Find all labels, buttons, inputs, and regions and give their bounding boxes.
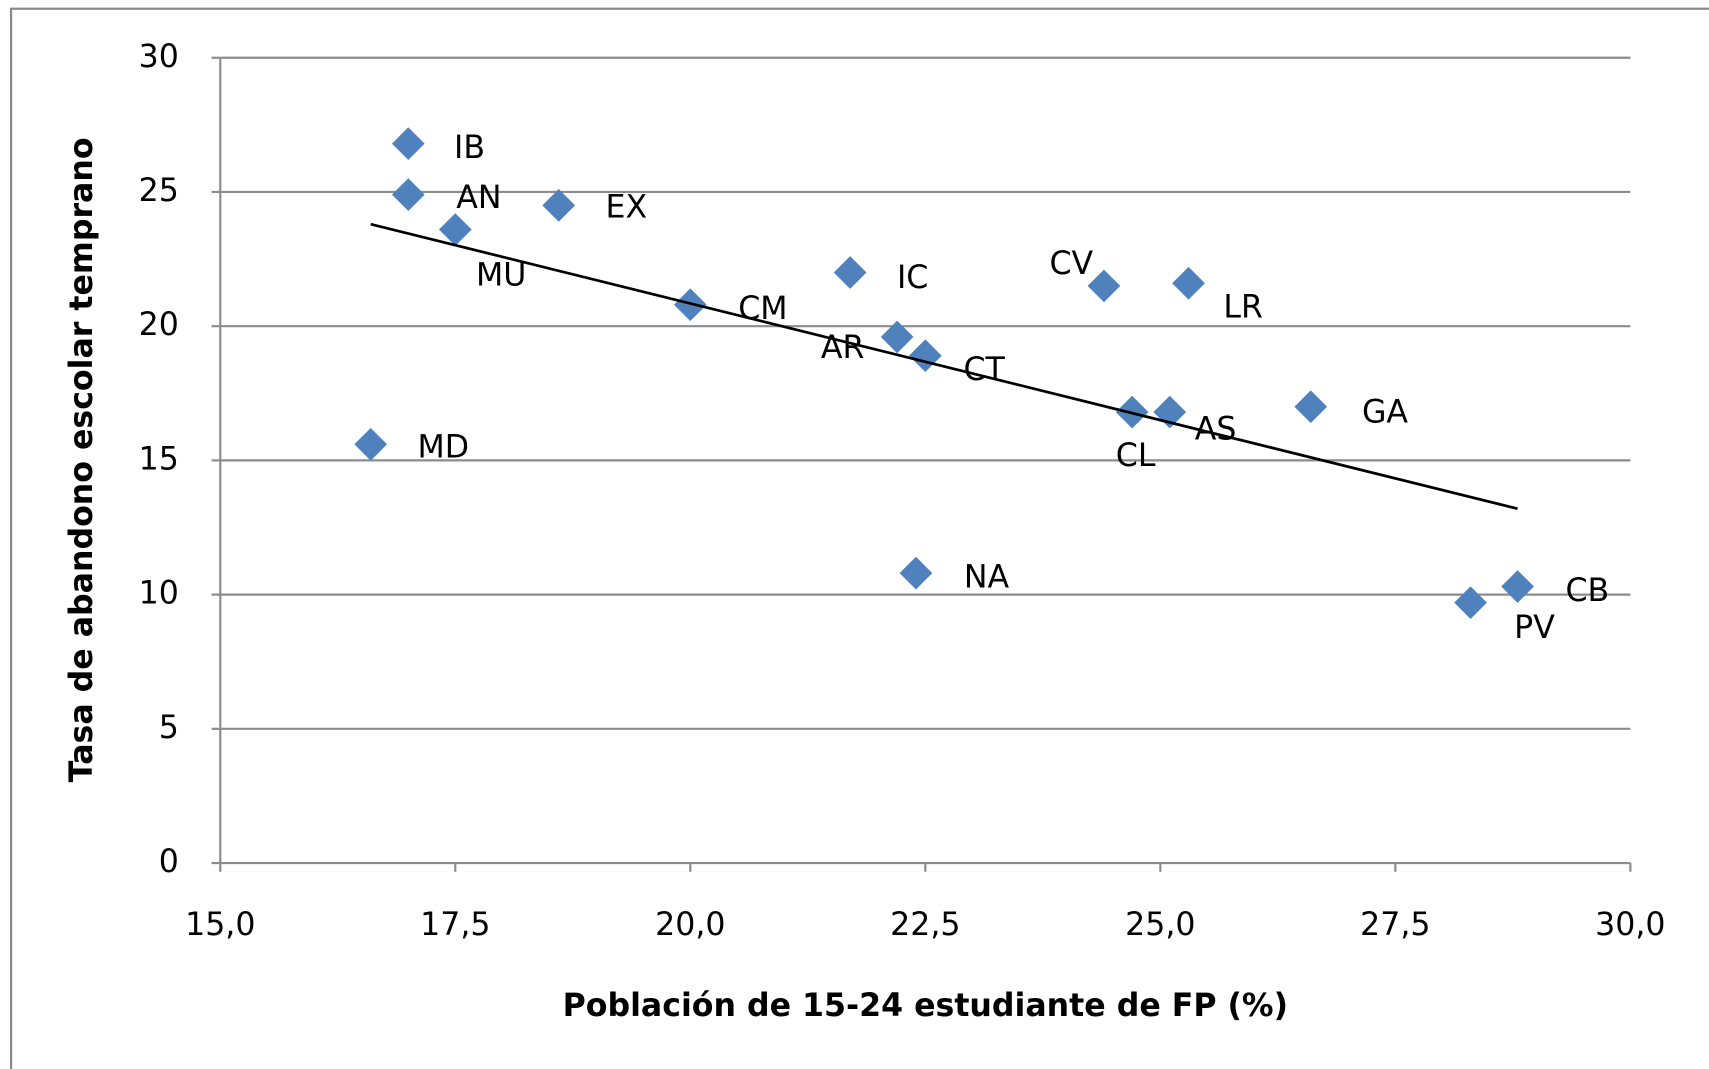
y-tick-label: 30 — [139, 39, 179, 75]
point-label: CV — [1049, 246, 1093, 282]
point-label: IC — [897, 260, 928, 296]
y-tick-label: 20 — [139, 307, 179, 343]
y-tick-label: 10 — [139, 576, 179, 612]
trendline — [370, 222, 1518, 511]
point-label: EX — [606, 190, 648, 226]
point — [908, 339, 942, 373]
point-label: NA — [964, 560, 1010, 596]
point — [354, 427, 388, 461]
x-tick-label: 20,0 — [655, 907, 725, 943]
x-tick-label: 25,0 — [1125, 907, 1195, 943]
point — [1172, 266, 1205, 300]
point-label: PV — [1514, 610, 1555, 646]
x-axis-title: Población de 15-24 estudiante de FP (%) — [563, 988, 1288, 1024]
x-tick-label: 15,0 — [185, 907, 255, 943]
point-label: MU — [476, 257, 526, 293]
point — [391, 127, 425, 160]
point — [391, 178, 425, 211]
point-label: AR — [821, 330, 865, 366]
point-label: CB — [1566, 573, 1610, 609]
x-tick-label: 30,0 — [1595, 907, 1665, 943]
y-axis-title: Tasa de abandono escolar temprano — [64, 137, 100, 782]
point-label: CT — [963, 352, 1005, 388]
point — [1087, 269, 1121, 303]
x-tick-label: 27,5 — [1360, 907, 1430, 943]
x-tick-label: 22,5 — [890, 907, 960, 943]
point-label: CL — [1116, 438, 1156, 474]
x-tick-label: 17,5 — [420, 907, 490, 943]
point-label: LR — [1223, 289, 1263, 325]
point — [1501, 570, 1534, 603]
point — [1294, 390, 1328, 424]
y-tick-label: 15 — [139, 441, 179, 477]
point — [880, 320, 914, 354]
point-label: GA — [1362, 394, 1408, 430]
y-tick-label: 25 — [139, 173, 179, 209]
point-label: MD — [418, 430, 470, 466]
point-label: IB — [454, 130, 485, 166]
point-label: AN — [456, 180, 501, 216]
point — [899, 556, 933, 590]
y-tick-label: 0 — [159, 844, 179, 880]
point — [542, 189, 576, 222]
chart-border — [9, 7, 1709, 1069]
y-tick-label: 5 — [159, 710, 179, 746]
point — [833, 256, 867, 289]
point — [1454, 586, 1487, 620]
